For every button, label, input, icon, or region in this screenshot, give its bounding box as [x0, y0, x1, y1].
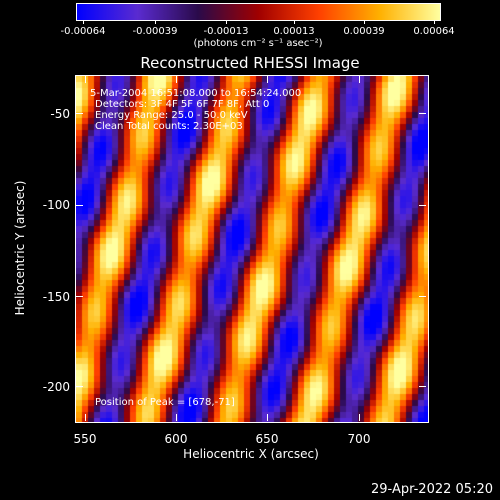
colorbar-tick-label: 0.00013 [273, 26, 315, 37]
colorbar-tick [226, 20, 227, 24]
colorbar-tick [294, 20, 295, 24]
tick-mark [359, 414, 360, 421]
colorbar-tick-label: 0.00039 [343, 26, 385, 37]
tick-mark [359, 76, 360, 83]
colorbar-units: (photons cm⁻² s⁻¹ asec⁻²) [193, 38, 323, 49]
y-axis-label: Heliocentric Y (arcsec) [13, 180, 27, 316]
x-tick-label: 650 [255, 432, 279, 446]
tick-mark [419, 386, 426, 387]
heatmap-image: 5-Mar-2004 16:51:08.000 to 16:54:24.000 … [75, 75, 429, 423]
tick-mark [76, 386, 83, 387]
tick-mark [76, 296, 83, 297]
tick-mark [76, 113, 83, 114]
tick-mark [85, 414, 86, 421]
colorbar [76, 3, 441, 21]
x-tick-label: 600 [164, 432, 188, 446]
colorbar-tick [83, 20, 84, 24]
colorbar-tick-label: 0.00064 [413, 26, 455, 37]
x-axis-label: Heliocentric X (arcsec) [183, 447, 319, 461]
annotation-time-range: 5-Mar-2004 16:51:08.000 to 16:54:24.000 [90, 88, 302, 99]
tick-mark [419, 205, 426, 206]
tick-mark [176, 76, 177, 83]
colorbar-tick [364, 20, 365, 24]
colorbar-tick [155, 20, 156, 24]
annotation-detectors: Detectors: 3F 4F 5F 6F 7F 8F, Att 0 [95, 99, 270, 110]
footer-timestamp: 29-Apr-2022 05:20 [371, 482, 493, 497]
colorbar-tick-label: -0.00064 [60, 26, 106, 37]
tick-mark [419, 113, 426, 114]
annotation-energy: Energy Range: 25.0 - 50.0 keV [95, 110, 248, 121]
tick-mark [76, 205, 83, 206]
heatmap-canvas [76, 76, 428, 422]
tick-mark [85, 76, 86, 83]
colorbar-tick-label: -0.00013 [203, 26, 249, 37]
tick-mark [419, 296, 426, 297]
colorbar-tick [434, 20, 435, 24]
y-tick-label: -100 [42, 198, 70, 212]
y-tick-label: -150 [42, 290, 70, 304]
plot-title: Reconstructed RHESSI Image [140, 54, 360, 72]
annotation-clean: Clean Total counts: 2.30E+03 [95, 121, 243, 132]
annotation-peak: Position of Peak = [678,-71] [95, 397, 235, 408]
y-tick-label: -50 [50, 107, 70, 121]
x-tick-label: 700 [347, 432, 371, 446]
y-tick-label: -200 [42, 380, 70, 394]
tick-mark [267, 414, 268, 421]
x-tick-label: 550 [73, 432, 97, 446]
tick-mark [176, 414, 177, 421]
tick-mark [267, 76, 268, 83]
colorbar-tick-label: -0.00039 [132, 26, 178, 37]
